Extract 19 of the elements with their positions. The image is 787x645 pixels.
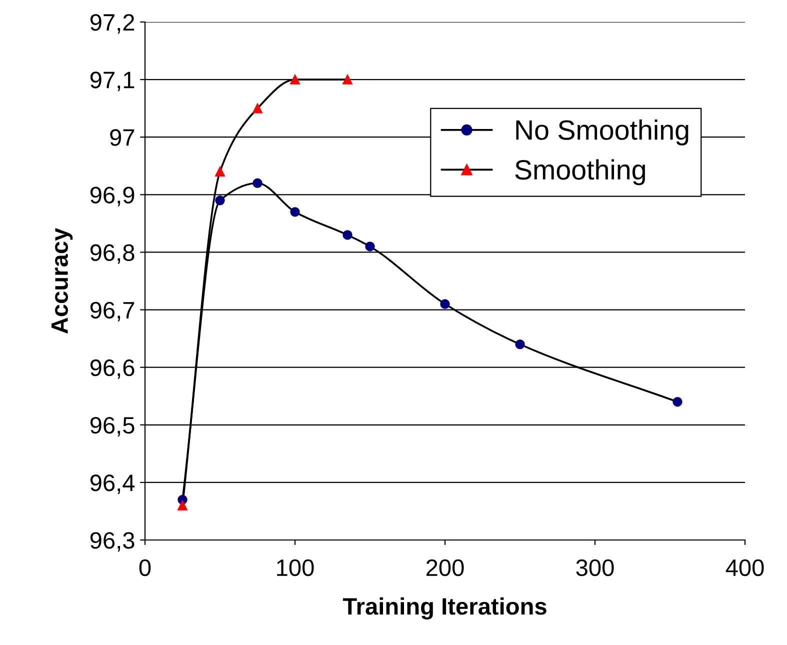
- y-axis-title: Accuracy: [52, 228, 73, 334]
- y-tick-label: 97: [110, 129, 134, 146]
- y-tick-label: 96,7: [90, 302, 134, 322]
- y-tick-label: 96,4: [90, 474, 135, 494]
- x-tick-label: 200: [426, 559, 464, 576]
- x-tick-label: 400: [726, 559, 764, 576]
- y-tick-label: 96,6: [90, 359, 134, 379]
- x-tick-label: 100: [277, 559, 314, 576]
- y-tick-label: 96,5: [90, 416, 134, 436]
- x-tick-label: 0: [139, 559, 151, 576]
- legend-label: No Smoothing: [516, 120, 688, 146]
- legend-label: Smoothing: [515, 159, 645, 186]
- y-tick-label: 96,8: [90, 244, 134, 264]
- y-tick-label: 97,2: [90, 14, 134, 34]
- y-tick-label: 96,3: [90, 532, 134, 552]
- x-axis-title: Training Iterations: [342, 597, 546, 620]
- y-tick-label: 96,9: [90, 186, 134, 206]
- x-tick-label: 300: [576, 559, 614, 576]
- y-tick-label: 97,1: [90, 72, 134, 92]
